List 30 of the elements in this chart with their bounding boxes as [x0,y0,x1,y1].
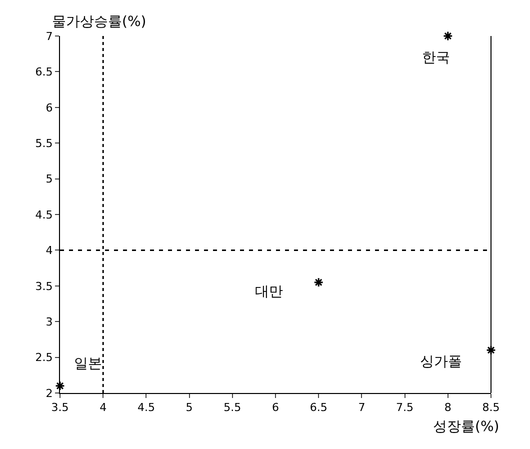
annotation: 싱가폴 [420,354,462,370]
y-tick-label: 3.5 [35,280,53,293]
y-tick-label: 6.5 [35,66,53,79]
y-tick-label: 3 [46,315,53,328]
x-tick-label: 6 [272,401,279,414]
y-tick-label: 4 [46,244,53,258]
y-tick-label: 6 [46,101,53,114]
annotation: 일본 [74,356,102,372]
x-tick-label: 8 [444,401,452,414]
y-tick-label: 2 [46,386,53,400]
point [314,277,324,288]
x-tick-label: 5.5 [224,401,242,414]
x-tick-label: 8.5 [482,401,500,414]
x-tick-label: 4 [100,401,107,414]
x-tick-label: 5 [186,401,193,414]
y-axis-title: 물가상승률(%) [52,14,146,30]
x-axis-title: 성장률(%) [433,419,500,435]
y-tick-label: 7 [46,30,53,43]
point [486,345,496,356]
x-tick-label: 6.5 [310,401,328,414]
y-tick-label: 5 [46,172,53,186]
y-tick-label: 4.5 [35,208,53,222]
point [442,31,453,41]
x-tick-label: 7 [358,401,366,414]
y-tick-label: 2.5 [35,351,53,364]
annotation: 대만 [255,284,283,300]
annotation: 한국 [422,50,450,66]
y-tick-label: 5.5 [35,136,53,150]
x-tick-label: 4.5 [137,401,155,414]
x-tick-label: 7.5 [396,401,414,414]
